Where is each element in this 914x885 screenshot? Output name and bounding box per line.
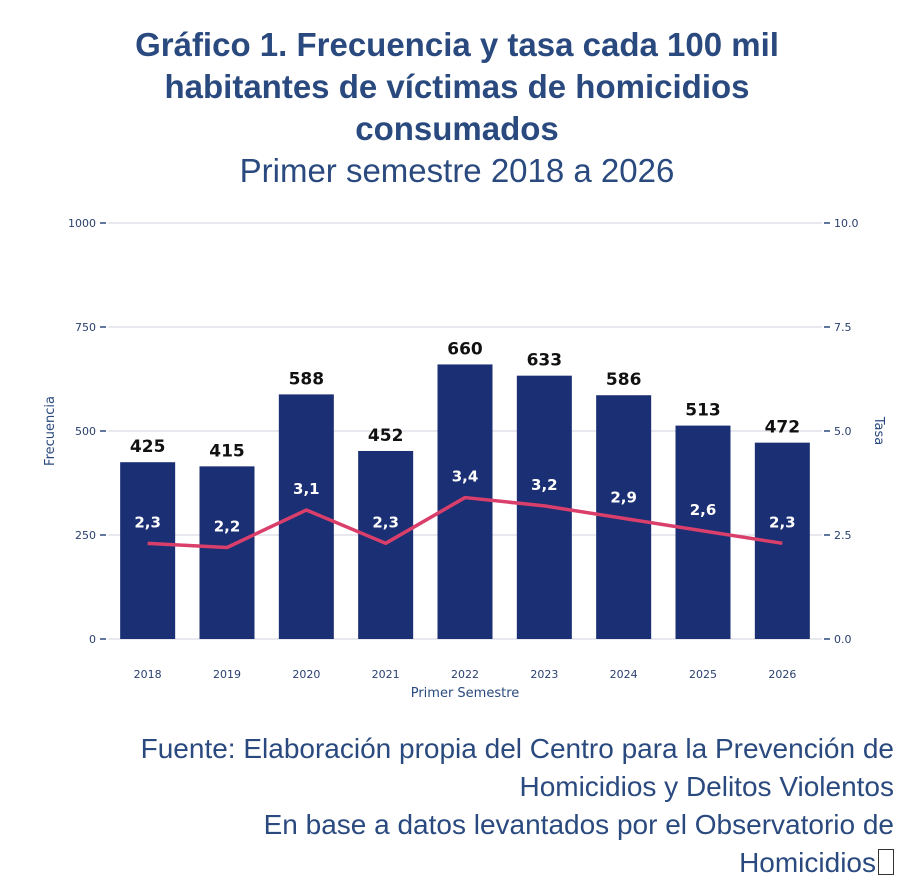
rate-value-label: 3,1 (293, 480, 320, 498)
y-tick-label: 750 (75, 321, 96, 334)
rate-value-label: 2,6 (690, 501, 717, 519)
x-tick-label: 2020 (292, 668, 320, 681)
source-line-4: Homicidios (739, 847, 876, 878)
rate-value-label: 2,3 (769, 513, 796, 531)
rate-value-label: 2,2 (214, 517, 241, 535)
missing-glyph-icon (878, 849, 894, 875)
x-tick-label: 2025 (689, 668, 717, 681)
chart-subtitle: Primer semestre 2018 a 2026 (239, 152, 675, 189)
axes: 0 250 500 750 1000 0.0 2.5 5.0 7.5 10.0 Frecuencia… (43, 217, 886, 701)
bar-value-label: 633 (527, 351, 563, 371)
x-tick-label: 2018 (134, 668, 162, 681)
bar-value-label: 425 (130, 437, 166, 457)
rate-value-label: 3,4 (452, 468, 479, 486)
x-tick-label: 2023 (530, 668, 558, 681)
source-line-2: Homicidios y Delitos Violentos (519, 771, 894, 802)
bar-value-label: 472 (765, 418, 801, 438)
rate-value-label: 2,9 (610, 488, 637, 506)
bar-value-label: 415 (209, 441, 245, 461)
bar-2019 (199, 466, 255, 639)
bar-value-label: 588 (289, 369, 325, 389)
y-tick-label: 1000 (68, 217, 96, 230)
x-tick-label: 2024 (610, 668, 638, 681)
y-tick-label: 500 (75, 425, 96, 438)
chart-title: Gráfico 1. Frecuencia y tasa cada 100 mi… (135, 26, 779, 147)
x-tick-label: 2021 (372, 668, 400, 681)
rate-value-label: 3,2 (531, 476, 558, 494)
bar-value-label: 586 (606, 370, 642, 390)
y2-tick-label: 5.0 (834, 425, 852, 438)
x-tick-label: 2022 (451, 668, 479, 681)
y2-tick-label: 2.5 (834, 529, 852, 542)
y2-tick-label: 7.5 (834, 321, 852, 334)
rate-line-series: 2,3 2,2 3,1 2,3 3,4 3,2 2,9 2,6 2,3 (134, 468, 796, 550)
bar-series: 425 415 588 452 660 633 586 513 472 (120, 339, 810, 639)
rate-line (147, 495, 783, 550)
rate-value-label: 2,3 (134, 513, 161, 531)
source-line-1: Fuente: Elaboración propia del Centro pa… (140, 733, 894, 764)
y2-tick-label: 0.0 (834, 633, 852, 646)
bar-2022 (437, 364, 493, 639)
y-axis-title: Frecuencia (43, 396, 58, 466)
bar-2018 (120, 462, 176, 639)
bar-value-label: 513 (685, 401, 721, 421)
chart-title-block: Gráfico 1. Frecuencia y tasa cada 100 mi… (0, 24, 914, 192)
y-tick-label: 0 (89, 633, 96, 646)
x-axis-title: Primer Semestre (411, 686, 520, 701)
rate-value-label: 2,3 (372, 513, 399, 531)
source-note: Fuente: Elaboración propia del Centro pa… (141, 730, 894, 882)
bar-value-label: 660 (447, 339, 483, 359)
y2-axis-title: Tasa (871, 416, 886, 446)
source-line-3: En base a datos levantados por el Observ… (263, 809, 894, 840)
x-tick-label: 2019 (213, 668, 241, 681)
y-tick-label: 250 (75, 529, 96, 542)
y2-tick-label: 10.0 (834, 217, 859, 230)
x-tick-label: 2026 (768, 668, 796, 681)
bar-value-label: 452 (368, 426, 404, 446)
